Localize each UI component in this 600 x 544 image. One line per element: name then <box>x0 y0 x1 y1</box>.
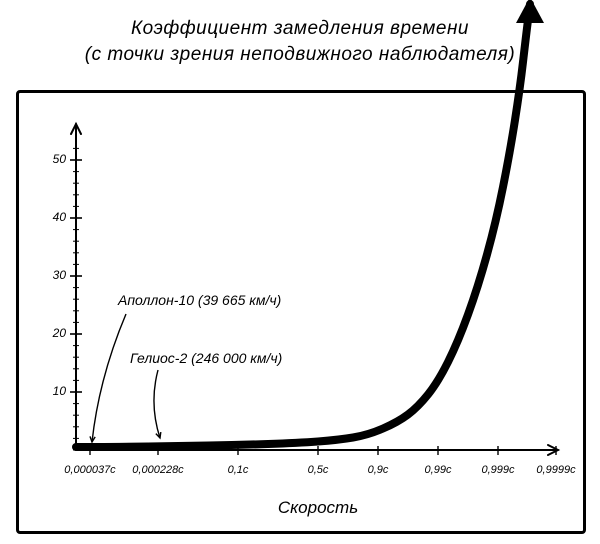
title-line-1: Коэффициент замедления времени <box>0 18 600 40</box>
xtick-label: 0,9c <box>368 464 389 476</box>
ytick-label: 20 <box>44 326 66 340</box>
xtick-label: 0,999c <box>481 464 514 476</box>
xtick-label: 0,000228c <box>132 464 183 476</box>
xtick-label: 0,000037c <box>64 464 115 476</box>
xtick-label: 0,1c <box>228 464 249 476</box>
xaxis-label: Скорость <box>278 498 358 518</box>
title-line-2: (с точки зрения неподвижного наблюдателя… <box>0 44 600 66</box>
ytick-label: 10 <box>44 384 66 398</box>
chart-area: 10 20 30 40 50 0,000037c 0,000228c 0,1c 0,5c 0,9c… <box>18 92 582 530</box>
ytick-label: 40 <box>44 210 66 224</box>
xtick-label: 0,9999c <box>536 464 575 476</box>
page: Коэффициент замедления времени (с точки … <box>0 0 600 544</box>
xtick-label: 0,99c <box>425 464 452 476</box>
ytick-label: 30 <box>44 268 66 282</box>
xtick-label: 0,5c <box>308 464 329 476</box>
annotation-label: Гелиос-2 (246 000 км/ч) <box>130 350 282 366</box>
ytick-label: 50 <box>44 152 66 166</box>
annotation-label: Аполлон-10 (39 665 км/ч) <box>118 292 281 308</box>
